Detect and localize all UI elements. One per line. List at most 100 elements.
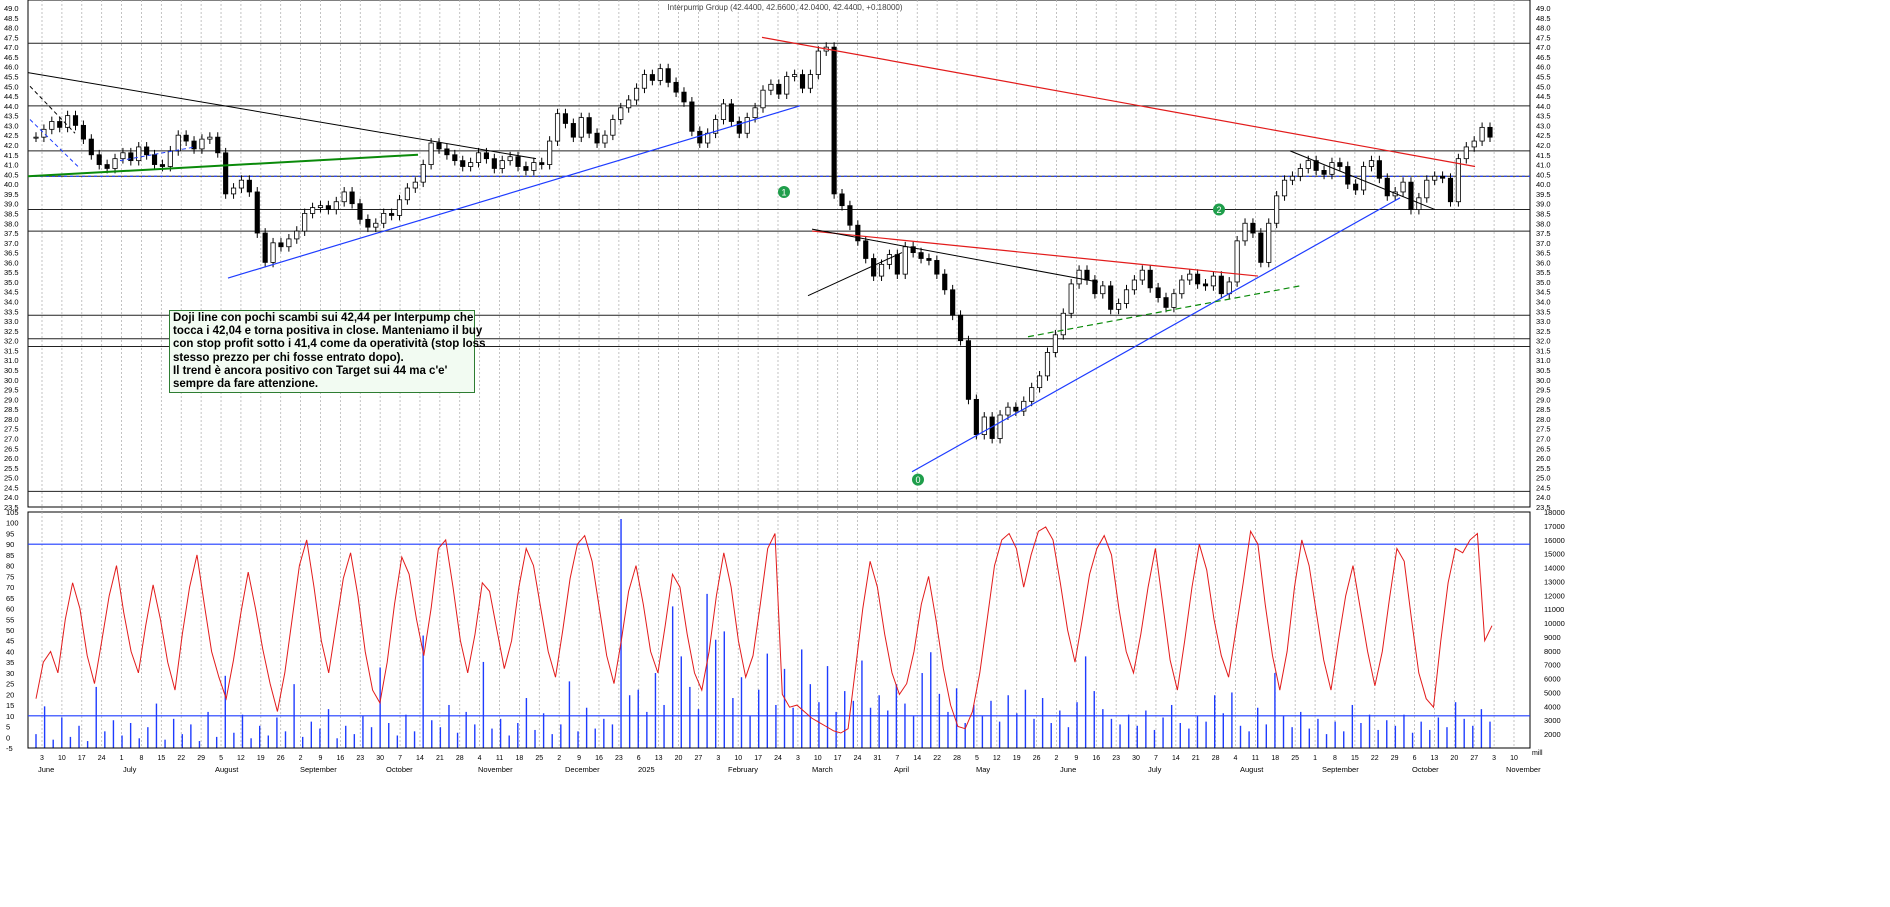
price-tick-label-right: 23.5: [1536, 503, 1551, 512]
x-month-label: August: [1240, 765, 1264, 774]
candle-body: [80, 125, 86, 140]
candle-body: [341, 191, 347, 203]
candle-body: [49, 121, 55, 130]
x-day-label: 14: [416, 755, 424, 762]
volume-tick-label: 8000: [1544, 647, 1561, 656]
candle-body: [278, 242, 284, 248]
red-minor-downtrend-line: [811, 230, 1259, 277]
price-tick-label-left: 23.5: [4, 503, 19, 512]
price-tick-label-right: 25.0: [1536, 474, 1551, 483]
x-day-label: 28: [1212, 755, 1220, 762]
x-day-label: 8: [140, 755, 144, 762]
x-month-label: October: [1412, 765, 1439, 774]
x-day-label: 23: [1112, 755, 1120, 762]
x-month-label: June: [38, 765, 54, 774]
price-tick-label-left: 25.0: [4, 474, 19, 483]
x-day-label: 7: [895, 755, 899, 762]
candle-body: [910, 246, 916, 254]
oscillator-tick-label: 60: [6, 605, 14, 614]
candle-body: [254, 191, 260, 234]
price-tick-label-left: 41.0: [4, 161, 19, 170]
candle-body: [1368, 160, 1375, 167]
candle-body: [120, 152, 126, 160]
candle-body: [1274, 195, 1280, 224]
candle-body: [515, 156, 521, 167]
price-tick-label-left: 48.0: [4, 24, 19, 33]
candle-body: [1044, 352, 1051, 377]
candle-body: [1084, 269, 1090, 281]
candle-body: [776, 83, 782, 95]
blue-dashed-left-line: [29, 119, 81, 169]
volume-tick-label: 9000: [1544, 633, 1561, 642]
x-day-label: 9: [1074, 755, 1078, 762]
price-tick-label-right: 36.5: [1536, 249, 1551, 258]
oscillator-tick-label: 100: [6, 519, 19, 528]
x-month-label: 2025: [638, 765, 655, 774]
candle-body: [1297, 168, 1303, 177]
x-month-label: November: [478, 765, 513, 774]
x-day-label: 22: [1371, 755, 1379, 762]
x-day-label: 6: [1413, 755, 1417, 762]
candle-body: [262, 232, 268, 263]
price-tick-label-right: 47.0: [1536, 43, 1551, 52]
candle-body: [381, 213, 387, 224]
candle-body: [657, 68, 663, 81]
wave-marker-circle: [778, 185, 790, 198]
candle-body: [1408, 181, 1414, 210]
price-tick-label-left: 40.5: [4, 170, 19, 179]
candle-body: [531, 162, 537, 171]
analysis-note-line: con stop profit sotto i 41,4 come da ope…: [173, 338, 486, 351]
candle-body: [1052, 334, 1058, 353]
price-tick-label-right: 47.5: [1536, 33, 1551, 42]
price-tick-label-left: 27.0: [4, 435, 19, 444]
candle-body: [752, 107, 758, 118]
price-tick-label-right: 36.0: [1536, 258, 1551, 267]
x-day-label: 16: [595, 755, 603, 762]
red-downtrend-line: [761, 36, 1476, 168]
candle-body: [918, 252, 924, 259]
candle-body: [641, 74, 648, 89]
candle-body: [665, 68, 671, 83]
price-tick-label-right: 27.0: [1536, 435, 1551, 444]
x-month-label: April: [894, 765, 909, 774]
black-short-downtrend-line: [1289, 150, 1436, 211]
price-tick-label-right: 35.5: [1536, 268, 1551, 277]
wave-marker-label: 2: [1216, 205, 1221, 215]
candle-body: [507, 156, 513, 162]
analysis-note-line: sempre da fare attenzione.: [173, 378, 319, 391]
candle-body: [1226, 281, 1232, 295]
price-tick-label-right: 41.0: [1536, 161, 1551, 170]
candle-body: [357, 203, 363, 220]
price-tick-label-right: 26.5: [1536, 444, 1551, 453]
x-month-label: May: [976, 765, 990, 774]
candle-body: [183, 134, 189, 142]
x-day-label: 3: [716, 755, 720, 762]
price-tick-label-right: 45.5: [1536, 72, 1551, 81]
candle-body: [831, 46, 837, 195]
x-day-label: 16: [336, 755, 344, 762]
candle-body: [1455, 158, 1461, 203]
candle-body: [942, 273, 948, 291]
x-day-label: 4: [1234, 755, 1238, 762]
candle-body: [744, 117, 750, 134]
price-tick-label-left: 34.0: [4, 298, 19, 307]
x-month-label: September: [1322, 765, 1359, 774]
green-uptrend-line: [27, 153, 419, 178]
x-month-label: July: [1148, 765, 1162, 774]
x-day-label: 23: [615, 755, 623, 762]
candle-body: [1384, 177, 1390, 197]
x-day-label: 23: [356, 755, 364, 762]
price-tick-label-left: 38.0: [4, 219, 19, 228]
candle-body: [807, 74, 813, 89]
candle-body: [72, 115, 79, 126]
oscillator-tick-label: 0: [6, 733, 10, 742]
oscillator-tick-label: 80: [6, 562, 14, 571]
price-tick-label-left: 46.5: [4, 53, 19, 62]
candle-body: [428, 142, 434, 165]
candle-body: [302, 213, 308, 232]
candle-body: [215, 136, 221, 154]
candle-body: [547, 140, 553, 165]
x-day-label: 7: [1154, 755, 1158, 762]
x-day-label: 19: [257, 755, 265, 762]
price-tick-label-right: 37.5: [1536, 229, 1551, 238]
